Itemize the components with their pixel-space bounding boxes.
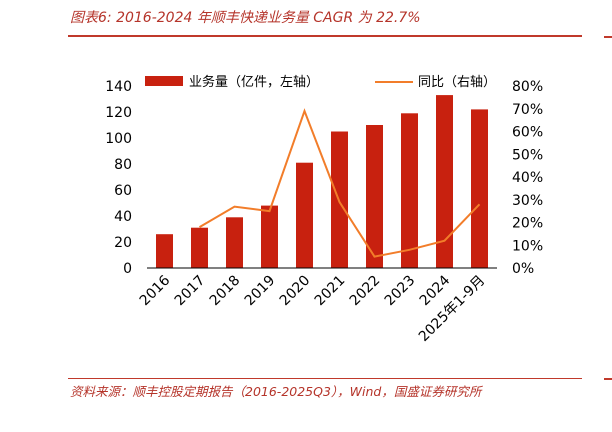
bar (436, 95, 453, 268)
bar (156, 234, 173, 268)
left-tick-label: 140 (105, 79, 132, 95)
bar (366, 125, 383, 268)
x-tick-label: 2017 (172, 273, 209, 310)
x-tick-label: 2019 (242, 273, 279, 310)
legend-bar-label: 业务量（亿件，左轴） (189, 74, 319, 90)
right-tick-label: 10% (512, 238, 543, 254)
left-tick-label: 60 (114, 183, 132, 199)
right-tick-label: 50% (512, 147, 543, 163)
bar (471, 109, 488, 269)
right-tick-label: 40% (512, 170, 543, 186)
legend: 业务量（亿件，左轴） 同比（右轴） (145, 74, 496, 90)
left-tick-label: 80 (114, 157, 132, 173)
bar (296, 162, 313, 268)
left-tick-label: 40 (114, 209, 132, 225)
x-tick-label: 2018 (207, 273, 244, 310)
x-axis-ticks: 2016201720182019202020212022202320242025… (137, 272, 489, 345)
right-tick-label: 0% (512, 261, 534, 277)
right-tick-label: 30% (512, 193, 543, 209)
bar (191, 227, 208, 268)
legend-line-label: 同比（右轴） (418, 75, 496, 90)
bar (226, 217, 243, 268)
source-note: 资料来源：顺丰控股定期报告（2016-2025Q3），Wind，国盛证券研究所 (70, 384, 482, 399)
x-tick-label: 2020 (277, 273, 314, 310)
edge-mark-bottom (604, 378, 612, 380)
left-tick-label: 20 (114, 235, 132, 251)
bar-series (156, 95, 488, 269)
x-tick-label: 2022 (347, 273, 384, 310)
bottom-divider (68, 378, 582, 379)
top-divider (68, 35, 582, 37)
left-tick-label: 100 (105, 131, 132, 147)
figure-title: 图表6: 2016-2024 年顺丰快递业务量 CAGR 为 22.7% (70, 10, 421, 26)
right-tick-label: 20% (512, 216, 543, 232)
right-tick-label: 70% (512, 102, 543, 118)
chart: 0 20 40 60 80 100 120 140 0% 10% 20% 30% 40% 50% 60% 7… (105, 74, 543, 345)
left-tick-label: 120 (105, 105, 132, 121)
x-tick-label: 2021 (312, 273, 349, 310)
x-tick-label: 2023 (382, 273, 419, 310)
right-axis-ticks: 0% 10% 20% 30% 40% 50% 60% 70% 80% (512, 79, 543, 277)
edge-mark-top (604, 36, 612, 38)
left-tick-label: 0 (123, 261, 132, 277)
right-tick-label: 80% (512, 79, 543, 95)
growth-line (198, 108, 481, 258)
right-tick-label: 60% (512, 125, 543, 141)
bar (261, 205, 278, 268)
bar (401, 113, 418, 268)
left-axis-ticks: 0 20 40 60 80 100 120 140 (105, 79, 132, 277)
x-tick-label: 2016 (137, 272, 174, 309)
legend-bar-swatch (145, 76, 183, 86)
